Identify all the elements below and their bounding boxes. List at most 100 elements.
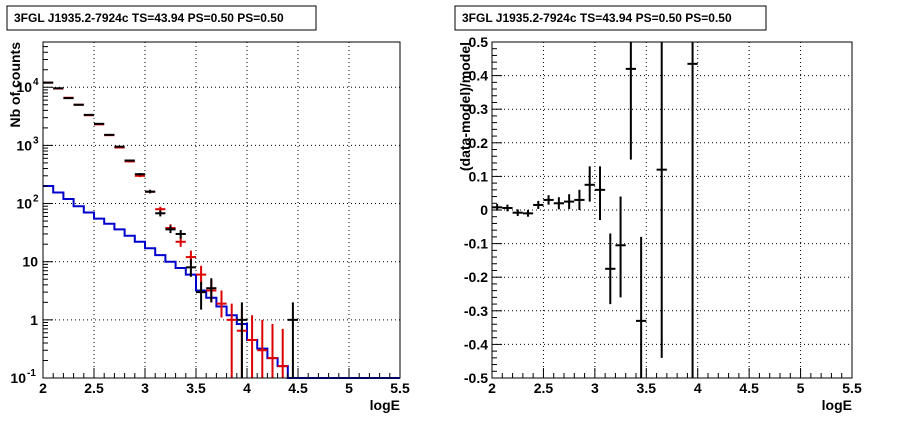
y-tick-label: 0.4 xyxy=(469,68,489,84)
data-point xyxy=(155,210,166,217)
y-tick-label: 10 xyxy=(16,137,32,153)
data-point xyxy=(175,230,186,239)
counts-step-series xyxy=(43,185,400,379)
data-point xyxy=(236,302,247,378)
residual-y-axis-title: (data-model)/model xyxy=(457,42,473,171)
counts-ticks xyxy=(42,46,401,379)
data-point xyxy=(206,278,217,303)
counts-x-tick-labels: 2 2.5 3 3.5 4 4.5 5 5.5 xyxy=(39,380,410,396)
y-tick-label: 10 xyxy=(22,254,38,270)
y-tick-label: -0.2 xyxy=(464,269,488,285)
data-point xyxy=(247,315,258,378)
y-tick-label: -0.3 xyxy=(464,303,488,319)
x-tick-label: 5.5 xyxy=(842,380,862,396)
data-point xyxy=(564,194,575,209)
counts-points xyxy=(43,81,298,378)
data-point xyxy=(196,281,207,310)
y-tick-label: 0 xyxy=(480,202,488,218)
x-tick-label: 3 xyxy=(141,380,149,396)
x-tick-label: 3.5 xyxy=(186,380,206,396)
data-point xyxy=(226,303,237,378)
y-tick-label: -0.4 xyxy=(464,336,488,352)
counts-plot-frame xyxy=(42,41,401,379)
data-point xyxy=(615,196,626,298)
data-point xyxy=(134,173,145,176)
y-tick-label: 0.5 xyxy=(469,34,489,50)
y-tick-label-exponent: -1 xyxy=(27,368,36,379)
data-point xyxy=(605,233,616,305)
residual-x-axis-title: logE xyxy=(822,397,852,413)
data-point xyxy=(257,319,268,378)
residual-ticks xyxy=(491,41,853,379)
data-point xyxy=(287,302,298,378)
residual-chart-title: 3FGL J1935.2-7924c TS=43.94 PS=0.50 PS=0… xyxy=(462,11,732,25)
data-point xyxy=(512,209,523,217)
y-tick-label: 10 xyxy=(16,196,32,212)
y-tick-label: 10 xyxy=(16,79,32,95)
residual-y-tick-labels: -0.5 -0.4 -0.3 -0.2 -0.1 0 0.1 0.2 0.3 0.4 0.5 xyxy=(464,34,488,386)
y-tick-label: 0.3 xyxy=(469,101,489,117)
x-tick-label: 5.5 xyxy=(390,380,410,396)
x-tick-label: 4.5 xyxy=(739,380,759,396)
residual-grid xyxy=(492,42,852,378)
x-tick-label: 4 xyxy=(694,380,702,396)
data-point xyxy=(594,166,606,221)
data-point xyxy=(94,122,105,125)
model-step-line xyxy=(43,185,400,379)
data-point xyxy=(83,113,94,116)
residual-panel: 2 2.5 3 3.5 4 4.5 5 5.5 -0.5 -0.4 -0.3 -0.2 -0.1 0 0.… xyxy=(454,5,862,413)
y-tick-label: 0.2 xyxy=(469,135,489,151)
counts-y-axis-title: Nb of counts xyxy=(7,42,23,128)
data-point xyxy=(267,323,278,378)
series-2-markers xyxy=(43,81,298,378)
x-tick-label: 2 xyxy=(488,380,496,396)
data-point xyxy=(277,328,288,378)
residual-title-box xyxy=(454,5,767,31)
y-tick-label: 1 xyxy=(30,312,38,328)
y-tick-label-exponent: 4 xyxy=(33,77,39,88)
data-point xyxy=(687,42,698,378)
data-point xyxy=(185,259,196,277)
x-tick-label: 2.5 xyxy=(534,380,554,396)
data-point xyxy=(625,42,636,160)
data-point xyxy=(63,97,74,100)
counts-title-box xyxy=(6,5,317,31)
data-point xyxy=(533,200,544,209)
x-tick-label: 4 xyxy=(243,380,251,396)
data-point xyxy=(73,103,84,106)
y-tick-label: -0.1 xyxy=(464,236,488,252)
data-point xyxy=(216,290,227,318)
residual-x-tick-labels: 2 2.5 3 3.5 4 4.5 5 5.5 xyxy=(488,380,862,396)
residual-points xyxy=(492,42,698,378)
y-tick-label: 0.1 xyxy=(469,168,489,184)
x-tick-label: 5 xyxy=(797,380,805,396)
data-point xyxy=(124,159,135,162)
series-0-markers xyxy=(492,42,698,378)
y-tick-label-exponent: 2 xyxy=(33,194,39,205)
data-point xyxy=(522,210,534,217)
counts-grid xyxy=(43,42,400,378)
data-point xyxy=(636,236,647,378)
data-point xyxy=(502,204,513,212)
x-tick-label: 4.5 xyxy=(288,380,308,396)
y-tick-label-exponent: 3 xyxy=(33,135,39,146)
x-tick-label: 5 xyxy=(345,380,353,396)
data-point xyxy=(145,189,156,194)
data-point xyxy=(53,87,64,90)
data-point xyxy=(43,81,54,84)
data-point xyxy=(543,195,554,205)
x-tick-label: 3.5 xyxy=(637,380,657,396)
x-tick-label: 2.5 xyxy=(84,380,104,396)
x-tick-label: 2 xyxy=(39,380,47,396)
data-point xyxy=(584,166,595,202)
x-tick-label: 3 xyxy=(591,380,599,396)
counts-chart-title: 3FGL J1935.2-7924c TS=43.94 PS=0.50 PS=0… xyxy=(14,11,284,25)
data-point xyxy=(553,197,564,210)
counts-x-axis-title: logE xyxy=(370,397,400,413)
y-tick-label: 10 xyxy=(10,370,26,386)
y-tick-label: -0.5 xyxy=(464,370,488,386)
